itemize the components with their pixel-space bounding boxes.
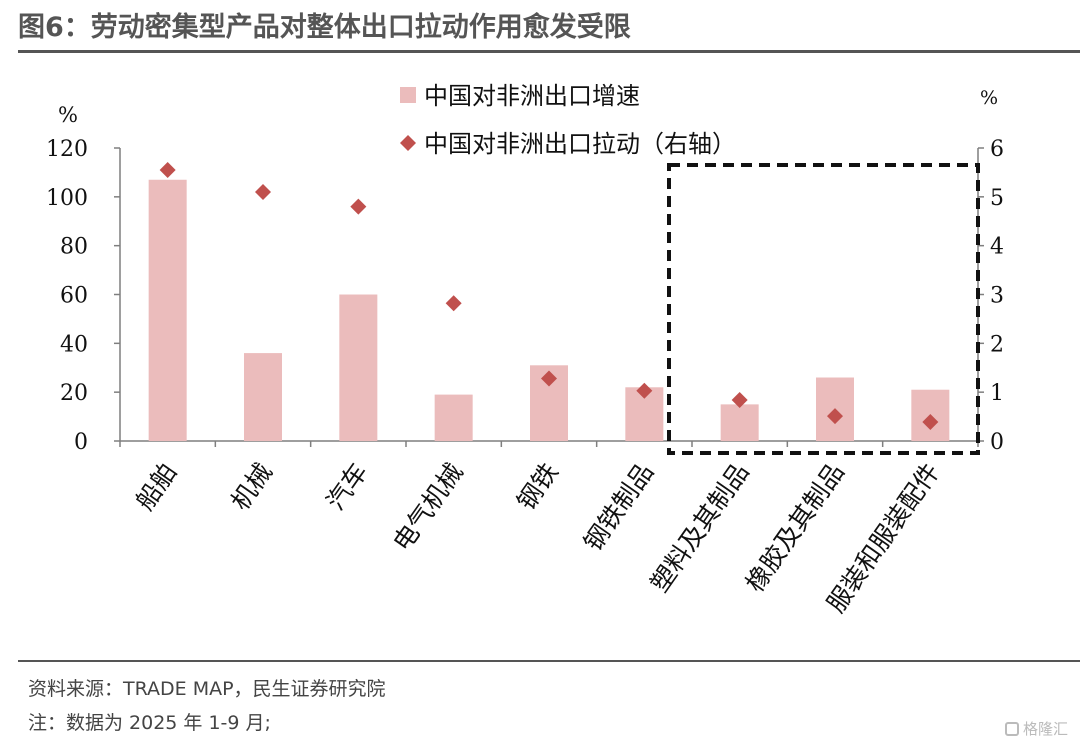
right-tick-label: 5 — [990, 186, 1004, 211]
right-tick-label: 0 — [990, 430, 1004, 455]
left-axis-unit: % — [58, 103, 78, 127]
point-4 — [445, 295, 462, 312]
right-tick-label: 2 — [990, 332, 1004, 357]
point-9 — [922, 413, 939, 430]
left-tick-label: 40 — [60, 332, 88, 357]
highlight-box — [667, 163, 980, 455]
point-7 — [731, 391, 748, 408]
left-tick-label: 120 — [46, 137, 88, 162]
footer-divider — [18, 660, 1080, 662]
point-3 — [350, 198, 367, 215]
watermark-text: 格隆汇 — [1022, 720, 1068, 738]
chart-title: 图6：劳动密集型产品对整体出口拉动作用愈发受限 — [18, 12, 631, 43]
legend-bar-swatch — [400, 87, 416, 103]
point-5 — [541, 370, 557, 387]
right-tick-label: 1 — [990, 381, 1004, 406]
bar-3 — [339, 294, 378, 441]
point-2 — [255, 183, 271, 200]
point-1 — [159, 161, 176, 178]
bar-1 — [148, 179, 187, 441]
x-tick-label: 塑料及其制品 — [645, 458, 755, 598]
title-divider — [18, 50, 1080, 53]
right-axis-unit: % — [980, 87, 998, 109]
x-tick-label: 钢铁 — [511, 458, 563, 516]
right-tick-label: 3 — [990, 284, 1004, 309]
left-tick-label: 80 — [60, 235, 88, 260]
point-8 — [827, 408, 843, 425]
right-tick-label: 6 — [990, 137, 1004, 162]
chart: 0 20 40 60 80 100 120% 0 1 2 3 4 5 6% 船舶 机械 汽车 电气机械 钢铁 钢铁制品… — [46, 82, 1004, 618]
x-tick-label: 电气机械 — [387, 458, 468, 557]
legend-bar-label: 中国对非洲出口增速 — [424, 82, 640, 110]
bar-4 — [434, 394, 473, 441]
data-note: 注：数据为 2025 年 1-9 月; — [28, 712, 271, 734]
bar-2 — [244, 353, 282, 441]
x-tick-label: 橡胶及其制品 — [740, 458, 850, 598]
watermark: 格隆汇 — [1004, 718, 1068, 739]
left-tick-label: 0 — [74, 430, 88, 455]
watermark-logo-icon — [1004, 721, 1019, 736]
source-note: 资料来源：TRADE MAP，民生证券研究院 — [28, 678, 386, 700]
legend-point-label: 中国对非洲出口拉动（右轴） — [424, 130, 736, 158]
x-tick-label: 机械 — [225, 458, 277, 516]
x-tick-label: 汽车 — [321, 458, 373, 516]
right-tick-label: 4 — [990, 235, 1004, 260]
left-tick-label: 60 — [60, 284, 88, 309]
x-tick-label: 船舶 — [130, 458, 182, 516]
left-tick-label: 100 — [46, 186, 88, 211]
left-tick-label: 20 — [60, 381, 88, 406]
bar-7 — [720, 404, 759, 441]
point-6 — [636, 382, 653, 399]
legend-point-swatch — [400, 135, 416, 151]
x-tick-label: 钢铁制品 — [578, 458, 659, 557]
